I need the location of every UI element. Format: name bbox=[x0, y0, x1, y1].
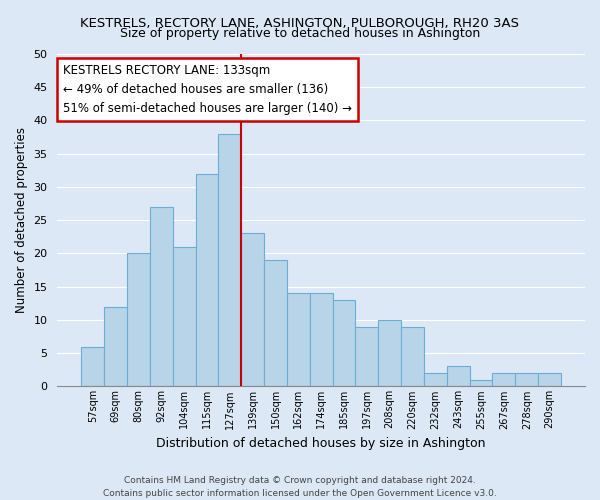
Bar bbox=[218, 134, 241, 386]
Bar bbox=[470, 380, 493, 386]
Bar bbox=[379, 320, 401, 386]
Text: KESTRELS, RECTORY LANE, ASHINGTON, PULBOROUGH, RH20 3AS: KESTRELS, RECTORY LANE, ASHINGTON, PULBO… bbox=[80, 18, 520, 30]
Bar bbox=[447, 366, 470, 386]
Bar bbox=[332, 300, 355, 386]
Bar bbox=[264, 260, 287, 386]
Bar bbox=[150, 207, 173, 386]
Bar bbox=[493, 373, 515, 386]
Bar bbox=[515, 373, 538, 386]
Bar bbox=[196, 174, 218, 386]
Bar bbox=[287, 294, 310, 386]
Bar bbox=[401, 326, 424, 386]
Bar bbox=[241, 234, 264, 386]
Y-axis label: Number of detached properties: Number of detached properties bbox=[15, 127, 28, 313]
Bar bbox=[310, 294, 332, 386]
Bar bbox=[82, 346, 104, 387]
Bar bbox=[173, 247, 196, 386]
Bar bbox=[424, 373, 447, 386]
Bar bbox=[127, 254, 150, 386]
X-axis label: Distribution of detached houses by size in Ashington: Distribution of detached houses by size … bbox=[157, 437, 486, 450]
Text: Contains HM Land Registry data © Crown copyright and database right 2024.
Contai: Contains HM Land Registry data © Crown c… bbox=[103, 476, 497, 498]
Bar bbox=[538, 373, 561, 386]
Bar bbox=[104, 306, 127, 386]
Text: KESTRELS RECTORY LANE: 133sqm
← 49% of detached houses are smaller (136)
51% of : KESTRELS RECTORY LANE: 133sqm ← 49% of d… bbox=[62, 64, 352, 115]
Text: Size of property relative to detached houses in Ashington: Size of property relative to detached ho… bbox=[120, 28, 480, 40]
Bar bbox=[355, 326, 379, 386]
